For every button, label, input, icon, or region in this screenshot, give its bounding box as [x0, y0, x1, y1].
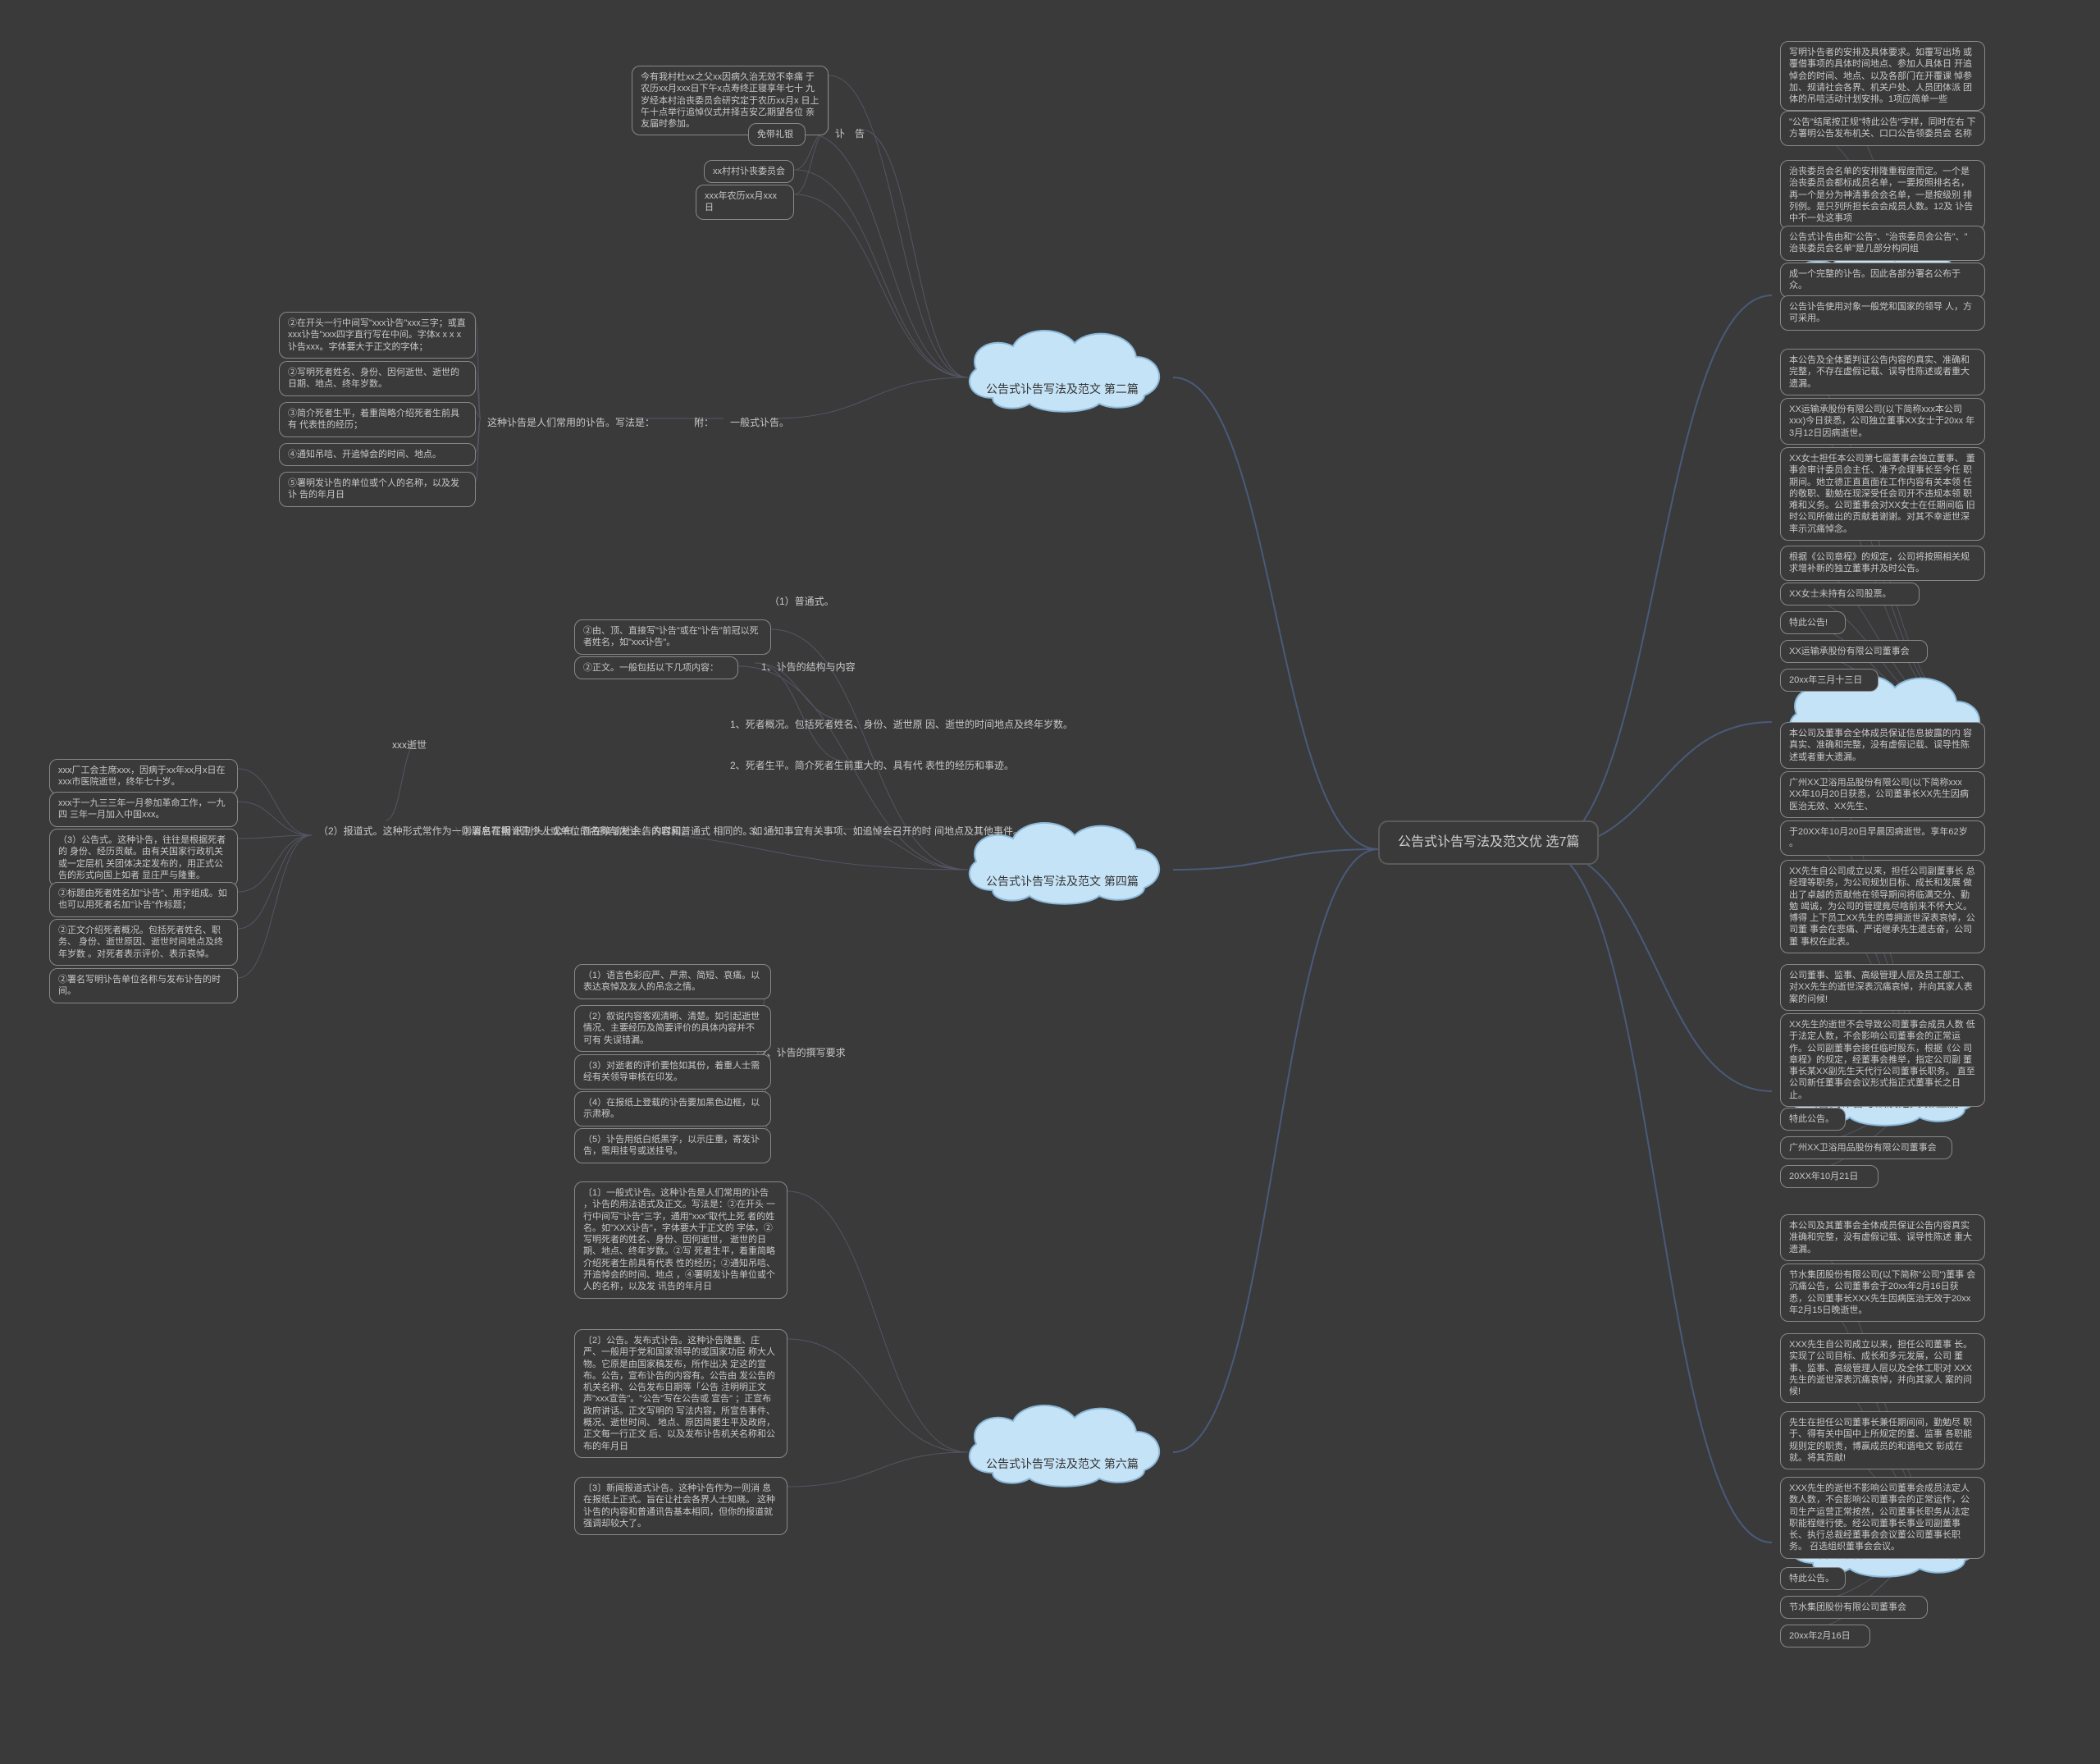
- leaf-node: 先生在担任公司董事长兼任期间间，勤勉尽 职于、得有关中国中上所规定的董、监事 各…: [1780, 1411, 1985, 1469]
- cloud-node-c2: 公告式讣告写法及范文 第二篇: [952, 320, 1173, 418]
- cloud-label: 公告式讣告写法及范文 第四篇: [952, 873, 1173, 889]
- leaf-node: 特此公告。: [1780, 1567, 1846, 1590]
- leaf-node: XXX先生的逝世不影响公司董事会成员法定人 数人数，不会影响公司董事会的正常运作…: [1780, 1477, 1985, 1559]
- leaf-node: 本公司及董事会全体成员保证信息披露的内 容真实、准确和完整，没有虚假记载、误导性…: [1780, 722, 1985, 769]
- mid-node: 讣 告: [829, 123, 871, 144]
- mid-node: 附：: [687, 412, 720, 432]
- cloud-label: 公告式讣告写法及范文 第六篇: [952, 1456, 1173, 1472]
- leaf-node: ②署名写明讣告单位名称与发布讣告的时间。: [49, 968, 238, 1003]
- leaf-node: 20xx年2月16日: [1780, 1625, 1870, 1647]
- mid-node: （2）报道式。这种形式常作为一则消息在报 纸刊头上公布，旨在晓谕社会。内容和普通…: [312, 820, 778, 841]
- mid-node: 1、死者概况。包括死者姓名、身份、逝世原 因、逝世的时间地点及终年岁数。: [724, 714, 1080, 734]
- leaf-node: ②正文。一般包括以下几项内容：: [574, 656, 738, 679]
- cloud-node-c6: 公告式讣告写法及范文 第六篇: [952, 1395, 1173, 1493]
- mid-node: 3、通知事宜有关事项、如追悼会召开的时 间地点及其他事件。: [742, 820, 1029, 841]
- mid-node: xxx逝世: [386, 734, 433, 755]
- leaf-node: （3）对逝者的评价要恰如其份，着重人士需 经有关领导审核在印发。: [574, 1054, 771, 1090]
- leaf-node: ②正文介绍死者概况。包括死者姓名、职务、 身份、逝世原因、逝世时间地点及终年岁数…: [49, 919, 238, 966]
- leaf-node: 公告式讣告由和"公告"、"治丧委员会公告"、" 治丧委员会名单"是几部分构同组: [1780, 226, 1985, 261]
- leaf-node: XX先生的逝世不会导致公司董事会成员人数 低于法定人数，不会影响公司董事会的正常…: [1780, 1013, 1985, 1107]
- leaf-node: 公司董事、监事、高级管理人层及员工部工、 对XX先生的逝世深表沉痛哀悼，并向其家…: [1780, 964, 1985, 1011]
- leaf-node: 本公司及其董事会全体成员保证公告内容真实 准确和完整，没有虚假记载、误导性陈述 …: [1780, 1214, 1985, 1261]
- leaf-node: 〔2〕公告。发布式讣告。这种讣告隆重、庄 严、一般用于党和国家领导的或国家功臣 …: [574, 1329, 788, 1458]
- leaf-node: （4）在报纸上登载的讣告要加黑色边框，以 示肃穆。: [574, 1091, 771, 1126]
- leaf-node: xxx年农历xx月xxx日: [696, 185, 794, 220]
- leaf-node: 节水集团股份有限公司(以下简称"公司")董事 会沉痛公告，公司董事会于20xx年…: [1780, 1264, 1985, 1322]
- leaf-node: ④通知吊唁、开追悼会的时间、地点。: [279, 443, 476, 466]
- leaf-node: 成一个完整的讣告。因此各部分署名公布于 众。: [1780, 263, 1985, 298]
- leaf-node: xxx于一九三三年一月参加革命工作，一九四 三年一月加入中国xxx。: [49, 792, 238, 827]
- mid-node: 一般式讣告。: [724, 412, 796, 432]
- leaf-node: 节水集团股份有限公司董事会: [1780, 1596, 1928, 1619]
- leaf-node: "公告"结尾按正规"特此公告"字样，同时在右 下方署明公告发布机关、口口公告领委…: [1780, 111, 1985, 146]
- leaf-node: ②写明死者姓名、身份、因何逝世、逝世的 日期、地点、终年岁数。: [279, 361, 476, 396]
- leaf-node: 本公告及全体董判证公告内容的真实、准确和 完整，不存在虚假记载、误导性陈述或者重…: [1780, 349, 1985, 395]
- leaf-node: 广州XX卫浴用品股份有限公司(以下简称xxx XX年10月20日获悉，公司董事长…: [1780, 771, 1985, 818]
- leaf-node: 治丧委员会名单的安排隆重程度而定。一个是 治丧委员会都标成员名单，一要按照排名名…: [1780, 160, 1985, 230]
- leaf-node: XX先生自公司成立以来，担任公司副董事长 总经理等职务，为公司规划目标、成长和发…: [1780, 860, 1985, 953]
- mid-node: 2、死者生平。简介死者生前重大的、具有代 表性的经历和事迹。: [724, 755, 1020, 775]
- leaf-node: xx村村讣丧委员会: [704, 160, 794, 183]
- leaf-node: 于20XX年10月20日早晨因病逝世。享年62岁 。: [1780, 820, 1985, 856]
- cloud-label: 公告式讣告写法及范文 第二篇: [952, 381, 1173, 397]
- leaf-node: XX女士担任本公司第七届董事会独立董事、 董事会审计委员会主任、准予会理事长至今…: [1780, 447, 1985, 541]
- leaf-node: 〔1〕一般式讣告。这种讣告是人们常用的讣告 ，讣告的用法语式及正文。写法是：②在…: [574, 1181, 788, 1299]
- mid-node: （1）普通式。: [763, 591, 841, 611]
- leaf-node: ③简介死者生平，着重简略介绍死者生前具有 代表性的经历；: [279, 402, 476, 437]
- leaf-node: ②由、顶、直接写"讣告"或在"讣告"前冠以死 者姓名，如"xxx讣告"。: [574, 619, 771, 655]
- leaf-node: ②在开头一行中间写"xxx讣告"xxx三字；或直 xxx讣告"xxx四字直行写在…: [279, 312, 476, 359]
- leaf-node: 特此公告。: [1780, 1108, 1846, 1131]
- leaf-node: XX女士未持有公司股票。: [1780, 583, 1920, 606]
- mindmap-canvas: 公告式讣告写法及范文优 选7篇 公告式讣告写法及范文 第二篇 公告式讣告写法及范…: [0, 0, 2100, 1764]
- leaf-node: 广州XX卫浴用品股份有限公司董事会: [1780, 1136, 1952, 1159]
- mid-node: 这种讣告是人们常用的讣告。写法是：: [481, 412, 661, 432]
- leaf-node: 20xx年三月十三日: [1780, 669, 1879, 692]
- central-node: 公告式讣告写法及范文优 选7篇: [1378, 820, 1599, 865]
- leaf-node: XX运输承股份有限公司(以下简称xxx本公司 xxx)今日获悉，公司独立董事XX…: [1780, 398, 1985, 445]
- leaf-node: 公告讣告使用对象一般党和国家的领导 人，方可采用。: [1780, 295, 1985, 331]
- leaf-node: ②标题由死者姓名加"讣告"、用字组成。如 也可以用死者名加"讣告"作标题；: [49, 882, 238, 917]
- leaf-node: （1）语言色彩应严、严肃、简短、哀痛。以 表达哀悼及友人的吊念之情。: [574, 964, 771, 999]
- leaf-node: ⑤署明发讣告的单位或个人的名称，以及发讣 告的年月日: [279, 472, 476, 507]
- leaf-node: 〔3〕新闻报道式讣告。这种讣告作为一则消 息在报纸上正式。旨在让社会各界人士知晓…: [574, 1477, 788, 1535]
- leaf-node: XX运输承股份有限公司董事会: [1780, 640, 1928, 663]
- leaf-node: xxx厂工会主席xxx，因病于xx年xx月x日在 xxx市医院逝世，终年七十岁。: [49, 759, 238, 794]
- leaf-node: （2）叙说内容客观清晰、清楚。如引起逝世 情况、主要经历及简要评价的具体内容并不…: [574, 1005, 771, 1052]
- leaf-node: （5）讣告用纸白纸黑字，以示庄重，寄发讣 告，需用挂号或送挂号。: [574, 1128, 771, 1163]
- leaf-node: 免带礼银: [748, 123, 806, 146]
- leaf-node: XXX先生自公司成立以来，担任公司董事 长。实现了公司目标、成长和多元发展，公司…: [1780, 1333, 1985, 1403]
- leaf-node: 特此公告!: [1780, 611, 1846, 634]
- leaf-node: 20XX年10月21日: [1780, 1165, 1879, 1188]
- leaf-node: 写明讣告者的安排及具体要求。如覆写出场 或覆借事项的具体时间地点、参加人具体日 …: [1780, 41, 1985, 111]
- central-label: 公告式讣告写法及范文优 选7篇: [1398, 835, 1579, 849]
- leaf-node: 根据《公司章程》的规定，公司将按照相关规 求增补新的独立董事并及时公告。: [1780, 546, 1985, 581]
- leaf-node: （3）公告式。这种讣告，往往是根据死者的 身份、经历贡献。由有关国家行政机关或一…: [49, 829, 238, 887]
- mid-node: 1、讣告的结构与内容: [755, 656, 862, 677]
